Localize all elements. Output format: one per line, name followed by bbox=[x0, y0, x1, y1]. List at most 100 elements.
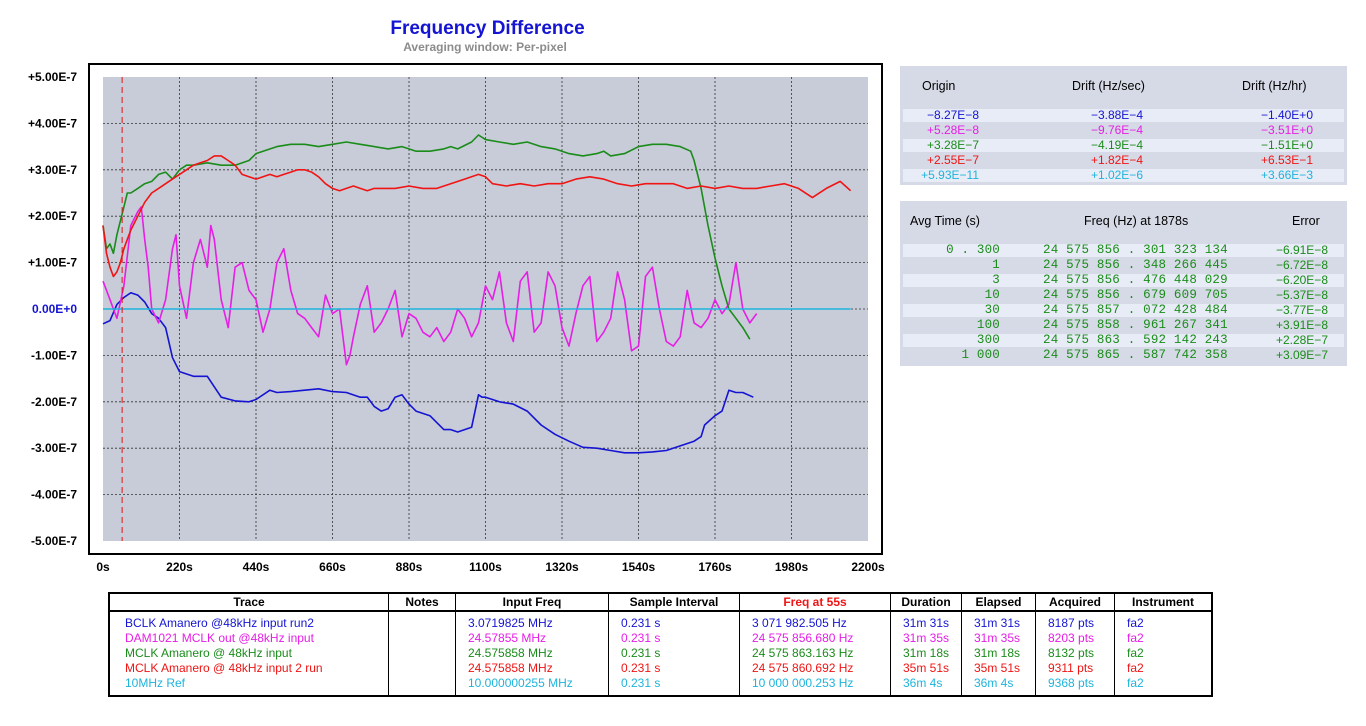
elapsed-header[interactable]: Elapsed bbox=[961, 592, 1036, 612]
avg-time-value: 30 bbox=[984, 303, 1000, 317]
notes-header[interactable]: Notes bbox=[388, 592, 456, 612]
trace-cell-instrument: fa2 bbox=[1114, 631, 1213, 646]
trace-cell-trace: MCLK Amanero @ 48kHz input bbox=[108, 646, 389, 661]
avg-row: 300 24 575 863 . 592 142 243 +2.28E−7 bbox=[903, 334, 1344, 347]
series-line-0[interactable] bbox=[102, 291, 754, 454]
x-tick-label: 880s bbox=[396, 560, 423, 574]
drift-sec-value: +1.02E−6 bbox=[1090, 168, 1143, 182]
avg-time-value: 0 . 300 bbox=[946, 243, 1000, 257]
x-tick-label: 1320s bbox=[545, 560, 579, 574]
trace-cell-trace: MCLK Amanero @ 48kHz input 2 run bbox=[108, 661, 389, 676]
origin-row: +5.93E−11 +1.02E−6 +3.66E−3 bbox=[903, 169, 1344, 182]
y-tick-label: +5.00E-7 bbox=[28, 70, 77, 84]
trace-cell-elapsed: 31m 18s bbox=[961, 646, 1036, 661]
avg-time-value: 10 bbox=[984, 288, 1000, 302]
trace-cell-acquired: 8203 pts bbox=[1035, 631, 1115, 646]
avg-row: 1 24 575 856 . 348 266 445 −6.72E−8 bbox=[903, 259, 1344, 272]
error-value: −6.91E−8 bbox=[1275, 243, 1328, 257]
error-value: −3.77E−8 bbox=[1275, 303, 1328, 317]
trace-cell-input: 3.0719825 MHz bbox=[455, 611, 609, 631]
freq-value: 24 575 856 . 301 323 134 bbox=[1043, 243, 1228, 257]
duration-header[interactable]: Duration bbox=[890, 592, 962, 612]
trace-cell-notes bbox=[388, 661, 456, 676]
freq-value: 24 575 856 . 348 266 445 bbox=[1043, 258, 1228, 272]
trace-row[interactable]: 10MHz Ref 10.000000255 MHz 0.231 s 10 000 0… bbox=[108, 676, 1213, 696]
trace-cell-elapsed: 31m 31s bbox=[961, 611, 1036, 631]
trace-row[interactable]: MCLK Amanero @ 48kHz input 2 run 24.57585… bbox=[108, 661, 1213, 676]
y-tick-labels: +5.00E-7 +4.00E-7 +3.00E-7 +2.00E-7 +1.00E-7… bbox=[28, 70, 77, 548]
chart-title: Frequency Difference bbox=[390, 18, 585, 39]
avg-row: 10 24 575 856 . 679 609 705 −5.37E−8 bbox=[903, 289, 1344, 302]
y-tick-label: -3.00E-7 bbox=[31, 441, 77, 455]
origin-row: +5.28E−8 −9.76E−4 −3.51E+0 bbox=[903, 124, 1344, 137]
error-header: Error bbox=[1292, 214, 1320, 228]
origin-value: +5.93E−11 bbox=[921, 168, 979, 182]
trace-cell-duration: 36m 4s bbox=[890, 676, 962, 696]
trace-cell-interval: 0.231 s bbox=[608, 676, 740, 696]
avg-time-header: Avg Time (s) bbox=[910, 214, 980, 228]
x-tick-label: 1760s bbox=[698, 560, 732, 574]
drift-hr-value: −1.40E+0 bbox=[1260, 108, 1313, 122]
trace-cell-freq55: 24 575 863.163 Hz bbox=[739, 646, 891, 661]
trace-cell-instrument: fa2 bbox=[1114, 646, 1213, 661]
trace-row[interactable]: MCLK Amanero @ 48kHz input 24.575858 MHz 0… bbox=[108, 646, 1213, 661]
trace-cell-input: 24.575858 MHz bbox=[455, 646, 609, 661]
drift-hr-value: +6.53E−1 bbox=[1260, 153, 1313, 167]
error-value: −6.20E−8 bbox=[1275, 273, 1328, 287]
trace-cell-interval: 0.231 s bbox=[608, 646, 740, 661]
drift-hr-value: −3.51E+0 bbox=[1260, 123, 1313, 137]
instrument-header[interactable]: Instrument bbox=[1114, 592, 1213, 612]
frequency-chart[interactable]: +5.00E-7 +4.00E-7 +3.00E-7 +2.00E-7 +1.00E-7… bbox=[0, 0, 890, 580]
drift-hr-value: +3.66E−3 bbox=[1260, 168, 1313, 182]
drift-sec-header: Drift (Hz/sec) bbox=[1072, 79, 1145, 93]
freq-value: 24 575 865 . 587 742 358 bbox=[1043, 348, 1228, 362]
origin-value: +3.28E−7 bbox=[926, 138, 979, 152]
trace-cell-elapsed: 35m 51s bbox=[961, 661, 1036, 676]
acquired-header[interactable]: Acquired bbox=[1035, 592, 1115, 612]
trace-cell-acquired: 9368 pts bbox=[1035, 676, 1115, 696]
avg-row: 100 24 575 858 . 961 267 341 +3.91E−8 bbox=[903, 319, 1344, 332]
chart-subtitle: Averaging window: Per-pixel bbox=[403, 40, 567, 54]
series-line-1[interactable] bbox=[102, 206, 758, 366]
series-lines bbox=[102, 134, 852, 454]
avg-row: 3 24 575 856 . 476 448 029 −6.20E−8 bbox=[903, 274, 1344, 287]
x-tick-label: 440s bbox=[243, 560, 270, 574]
trace-cell-duration: 31m 18s bbox=[890, 646, 962, 661]
origin-value: +2.55E−7 bbox=[926, 153, 979, 167]
origin-drift-panel: Origin Drift (Hz/sec) Drift (Hz/hr) −8.2… bbox=[900, 66, 1347, 185]
trace-cell-interval: 0.231 s bbox=[608, 661, 740, 676]
drift-hr-value: −1.51E+0 bbox=[1260, 138, 1313, 152]
trace-table[interactable]: Trace Notes Input Freq Sample Interval F… bbox=[108, 592, 1213, 697]
input-freq-header[interactable]: Input Freq bbox=[455, 592, 609, 612]
y-tick-label: -4.00E-7 bbox=[31, 488, 77, 502]
series-line-3[interactable] bbox=[102, 155, 852, 278]
x-tick-label: 1100s bbox=[469, 560, 502, 574]
origin-value: −8.27E−8 bbox=[926, 108, 979, 122]
freq-value: 24 575 857 . 072 428 484 bbox=[1043, 303, 1228, 317]
avg-time-value: 300 bbox=[976, 333, 1000, 347]
avg-time-value: 1 000 bbox=[961, 348, 1000, 362]
sample-interval-header[interactable]: Sample Interval bbox=[608, 592, 740, 612]
trace-header[interactable]: Trace bbox=[108, 592, 389, 612]
x-tick-label: 1540s bbox=[622, 560, 656, 574]
avg-time-value: 100 bbox=[976, 318, 1000, 332]
avg-time-value: 3 bbox=[992, 273, 1000, 287]
drift-sec-value: +1.82E−4 bbox=[1090, 153, 1143, 167]
error-value: +3.09E−7 bbox=[1275, 348, 1328, 362]
origin-header: Origin bbox=[922, 79, 956, 93]
trace-cell-notes bbox=[388, 611, 456, 631]
origin-row: +3.28E−7 −4.19E−4 −1.51E+0 bbox=[903, 139, 1344, 152]
y-tick-label: +1.00E-7 bbox=[28, 256, 77, 270]
trace-row[interactable]: DAM1021 MCLK out @48kHz input 24.57855 MH… bbox=[108, 631, 1213, 646]
trace-row[interactable]: BCLK Amanero @48kHz input run2 3.0719825 … bbox=[108, 611, 1213, 631]
trace-cell-freq55: 10 000 000.253 Hz bbox=[739, 676, 891, 696]
avg-time-value: 1 bbox=[992, 258, 1000, 272]
trace-cell-freq55: 3 071 982.505 Hz bbox=[739, 611, 891, 631]
trace-cell-duration: 31m 35s bbox=[890, 631, 962, 646]
error-value: +2.28E−7 bbox=[1275, 333, 1328, 347]
freq-at-55s-header[interactable]: Freq at 55s bbox=[739, 592, 891, 612]
freq-value: 24 575 858 . 961 267 341 bbox=[1043, 318, 1228, 332]
trace-cell-instrument: fa2 bbox=[1114, 661, 1213, 676]
drift-sec-value: −4.19E−4 bbox=[1090, 138, 1143, 152]
series-line-2[interactable] bbox=[102, 134, 751, 340]
